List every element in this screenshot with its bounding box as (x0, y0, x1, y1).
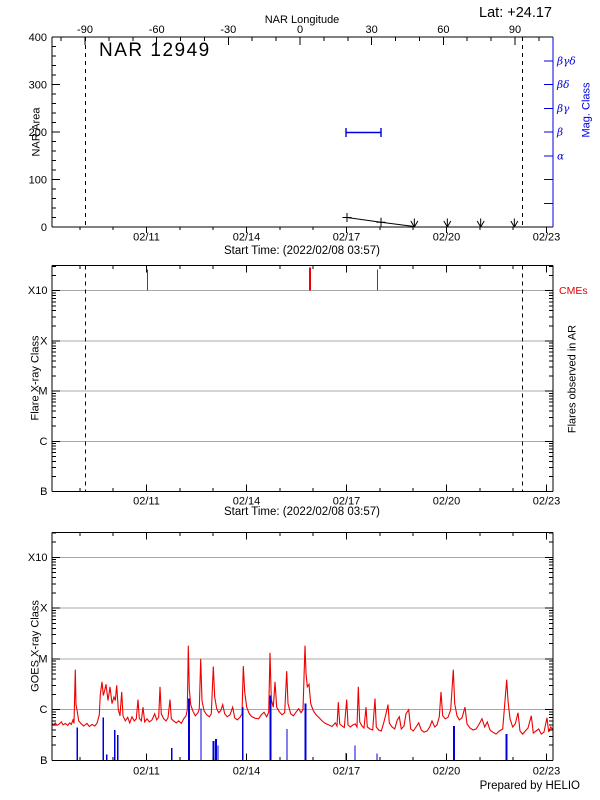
svg-text:-60: -60 (149, 24, 165, 36)
start-time-label-top: Start Time: (2022/02/08 03:57) (224, 245, 380, 257)
svg-text:02/11: 02/11 (133, 766, 160, 778)
svg-text:βδ: βδ (556, 79, 569, 91)
cme-event-ticks (147, 267, 378, 291)
svg-text:0: 0 (41, 222, 47, 234)
axis-ticks (52, 36, 553, 761)
svg-text:90: 90 (509, 24, 521, 36)
flare-xray-axis-title: Flare X-ray Class (29, 335, 42, 421)
svg-text:X10: X10 (28, 552, 48, 564)
axes-frames (51, 36, 554, 761)
svg-text:α: α (557, 150, 564, 162)
svg-text:02/23: 02/23 (533, 496, 561, 508)
svg-text:C: C (40, 704, 48, 716)
tick-labels: -90 -60 -30 0 30 60 90 0 100 200 300 400 βγδ βδ βγ βα 02… (28, 24, 576, 778)
prepared-by-credit: Prepared by HELIO (479, 780, 580, 792)
latitude-label: Lat: +24.17 (479, 5, 552, 21)
svg-text:60: 60 (437, 24, 449, 36)
svg-text:02/17: 02/17 (333, 232, 361, 244)
svg-text:300: 300 (29, 80, 47, 92)
svg-text:02/20: 02/20 (433, 496, 461, 508)
svg-text:02/17: 02/17 (333, 766, 361, 778)
mag-class-beta-segment (345, 128, 382, 137)
nar-longitude-axis-title: NAR Longitude (264, 14, 340, 26)
svg-text:X: X (40, 603, 48, 615)
svg-text:0: 0 (297, 24, 303, 36)
mag-class-axis-title: Mag. Class (580, 82, 593, 138)
flares-in-ar-axis-title: Flares observed in AR (566, 324, 579, 434)
svg-text:M: M (38, 386, 47, 398)
goes-xray-curve (51, 645, 554, 735)
svg-text:M: M (38, 653, 47, 665)
svg-text:02/20: 02/20 (433, 766, 461, 778)
svg-text:02/17: 02/17 (333, 496, 361, 508)
svg-text:02/14: 02/14 (233, 496, 261, 508)
svg-text:100: 100 (29, 175, 47, 187)
svg-text:02/23: 02/23 (533, 232, 561, 244)
svg-text:02/23: 02/23 (533, 766, 561, 778)
cmes-legend-label: CMEs (559, 285, 588, 297)
svg-text:-90: -90 (77, 24, 93, 36)
svg-text:βγδ: βγδ (556, 55, 576, 67)
svg-text:200: 200 (29, 127, 47, 139)
limb-crossing-dashed-lines (85, 37, 523, 492)
svg-text:02/20: 02/20 (433, 232, 461, 244)
svg-text:X10: X10 (28, 285, 48, 297)
svg-text:02/14: 02/14 (233, 232, 261, 244)
svg-text:02/11: 02/11 (133, 232, 160, 244)
svg-text:βγ: βγ (556, 103, 570, 115)
goes-xray-axis-title: GOES X-ray Class (29, 600, 42, 692)
secondary-channel-spikes (76, 695, 508, 760)
svg-text:400: 400 (29, 32, 47, 44)
zero-area-upper-limit-arrows (410, 218, 519, 228)
nar-area-series (342, 213, 415, 227)
plot-title: NAR 12949 (99, 40, 211, 61)
log-gridlines (52, 290, 553, 711)
start-time-label-middle: Start Time: (2022/02/08 03:57) (224, 506, 380, 518)
nar-area-axis-title: NAR Area (30, 107, 43, 157)
svg-text:C: C (40, 436, 48, 448)
svg-text:30: 30 (366, 24, 378, 36)
svg-text:02/14: 02/14 (233, 766, 261, 778)
svg-text:02/11: 02/11 (133, 496, 160, 508)
svg-text:-30: -30 (220, 24, 236, 36)
svg-text:X: X (40, 335, 48, 347)
svg-text:B: B (40, 486, 47, 498)
svg-text:B: B (40, 755, 47, 767)
svg-text:β: β (556, 127, 563, 139)
